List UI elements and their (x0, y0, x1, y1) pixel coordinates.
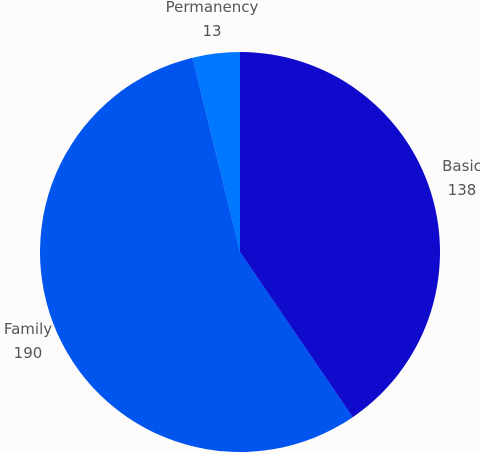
slice-label-permanency: Permanency (166, 0, 259, 16)
pie-slice-family[interactable] (40, 57, 353, 452)
slice-value-permanency: 13 (202, 22, 221, 40)
pie-labels: Basic 138 Family 190 Permanency 13 (4, 0, 480, 362)
pie-slice-basic[interactable] (240, 52, 441, 418)
slice-label-family: Family (4, 320, 52, 338)
slice-value-basic: 138 (448, 181, 477, 199)
slice-value-family: 190 (14, 344, 43, 362)
slice-label-basic: Basic (442, 157, 480, 175)
pie-slice-permanency[interactable] (192, 52, 240, 252)
pie-slices (40, 52, 441, 452)
